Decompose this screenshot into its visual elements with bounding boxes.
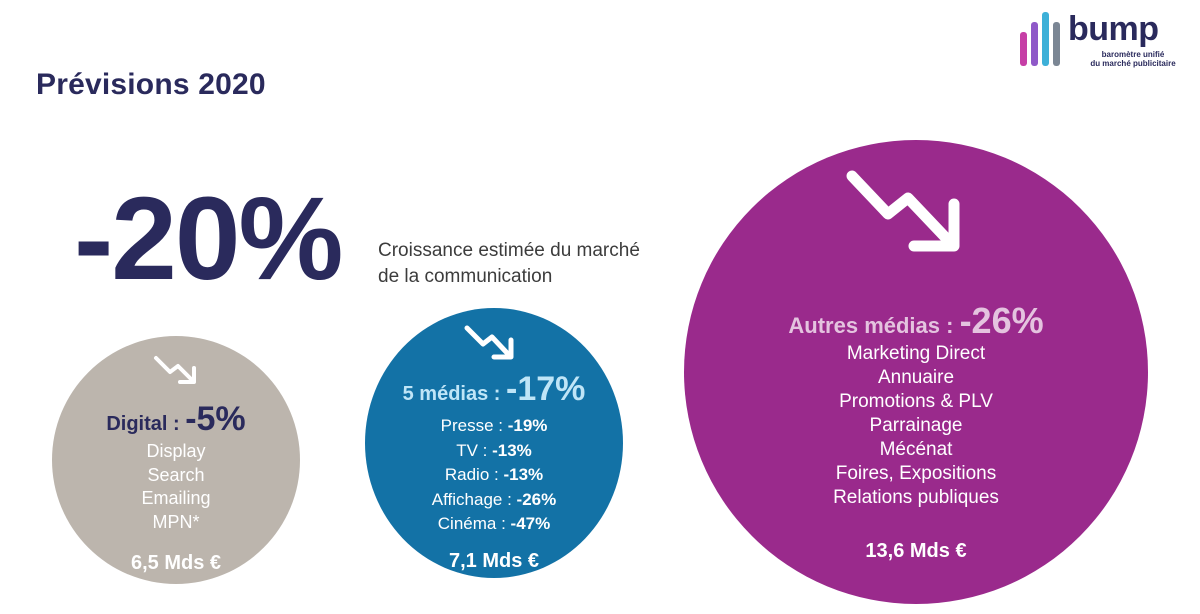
media-name: TV : (456, 440, 493, 460)
market-growth-caption: Croissance estimée du marché de la commu… (378, 238, 698, 290)
media-name: Cinéma : (437, 514, 511, 533)
logo-subtitle-line: baromètre unifié (1101, 50, 1165, 59)
digital-heading: Digital : -5% (52, 400, 300, 439)
list-item: Foires, Expositions (835, 463, 997, 484)
media-value: -17% (506, 370, 586, 408)
bump-logo: bump baromètre unifié du marché publicit… (1018, 10, 1188, 70)
caption-line: Croissance estimée du marché (378, 240, 640, 261)
caption-line: de la communication (378, 266, 553, 287)
media-total: 7,1 Mds € (448, 550, 540, 572)
digital-total: 6,5 Mds € (130, 552, 222, 574)
media-growth: -13% (492, 440, 532, 460)
media-name: Affichage : (431, 489, 517, 509)
digital-value: -5% (185, 400, 246, 438)
list-item: Search (147, 464, 205, 485)
autres-heading: Autres médias : -26% (684, 300, 1148, 342)
list-item: Cinéma : -47% (365, 512, 623, 537)
media-growth: -47% (510, 514, 551, 533)
list-item: Emailing (141, 488, 211, 508)
media-list: Presse : -19% TV : -13% Radio : -13% Aff… (365, 414, 623, 537)
list-item: TV : -13% (365, 439, 623, 464)
list-item: Display (146, 441, 206, 461)
autres-circle: Autres médias : -26% Marketing Direct An… (684, 140, 1148, 604)
media-name: Radio : (444, 465, 504, 484)
logo-bars-icon (1018, 10, 1064, 66)
media-growth: -19% (507, 416, 548, 435)
logo-bar (1031, 22, 1038, 66)
list-item: Promotions & PLV (839, 391, 993, 412)
media-circle: 5 médias : -17% Presse : -19% TV : -13% … (365, 308, 623, 578)
autres-list: Marketing Direct Annuaire Promotions & P… (684, 342, 1148, 510)
trend-down-icon (154, 356, 196, 384)
media-heading: 5 médias : -17% (365, 370, 623, 409)
logo-word: bump (1068, 10, 1159, 48)
digital-circle: Digital : -5% Display Search Emailing MP… (52, 336, 300, 584)
media-growth: -13% (503, 465, 544, 484)
media-label: 5 médias : (402, 383, 506, 405)
list-item: Radio : -13% (365, 463, 623, 488)
list-item: Relations publiques (833, 487, 999, 508)
media-name: Presse : (440, 416, 508, 435)
trend-down-icon (846, 170, 960, 252)
market-growth-value: -20% (74, 173, 343, 305)
autres-value: -26% (959, 300, 1044, 341)
logo-bar (1042, 12, 1049, 66)
media-growth: -26% (516, 489, 557, 509)
list-item: Annuaire (877, 367, 955, 388)
autres-total: 13,6 Mds € (865, 540, 967, 562)
digital-label: Digital : (106, 413, 186, 435)
logo-subtitle: baromètre unifié du marché publicitaire (1078, 50, 1188, 68)
trend-down-icon (464, 325, 514, 360)
autres-label: Autres médias : (788, 313, 960, 338)
digital-list: Display Search Emailing MPN* (52, 440, 300, 534)
list-item: MPN* (152, 511, 200, 532)
list-item: Parrainage (869, 415, 963, 436)
list-item: Mécénat (879, 439, 953, 460)
logo-bar (1020, 32, 1027, 66)
page-title: Prévisions 2020 (36, 68, 266, 101)
list-item: Affichage : -26% (365, 488, 623, 513)
logo-bar (1053, 22, 1060, 66)
logo-subtitle-line: du marché publicitaire (1090, 59, 1176, 68)
list-item: Presse : -19% (365, 414, 623, 439)
list-item: Marketing Direct (846, 343, 986, 364)
